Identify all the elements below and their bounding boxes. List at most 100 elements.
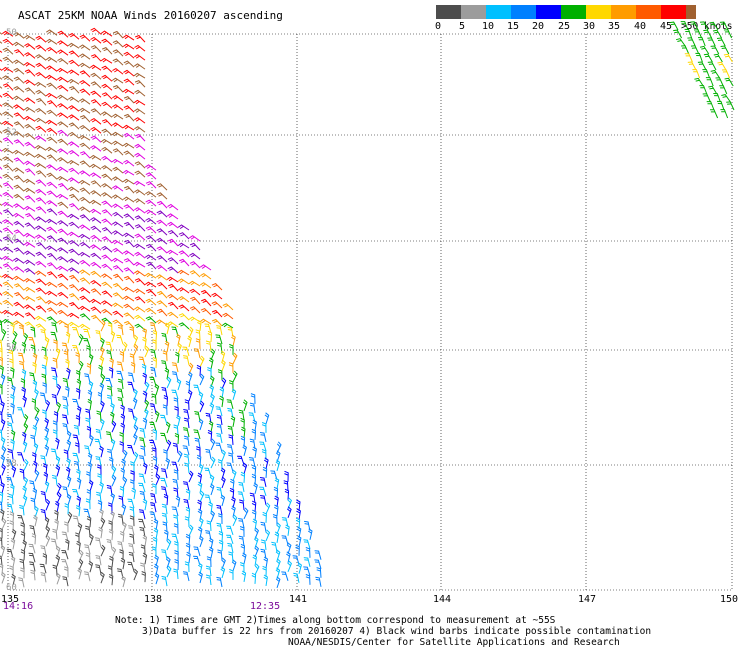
wind-barb: [296, 535, 302, 547]
wind-barb: [709, 109, 719, 119]
wind-barb: [98, 364, 103, 377]
wind-barb: [112, 185, 124, 192]
legend-swatch: [436, 5, 461, 19]
wind-barb: [66, 457, 71, 470]
wind-barb: [210, 456, 216, 469]
wind-barb: [215, 406, 223, 417]
wind-barb: [0, 394, 3, 404]
wind-barb: [0, 418, 6, 431]
wind-barb: [24, 141, 36, 149]
wind-barb: [709, 21, 719, 31]
wind-barb: [94, 438, 102, 449]
wind-barb: [61, 414, 69, 425]
wind-barb: [265, 529, 271, 542]
wind-barb: [684, 53, 693, 63]
wind-barb: [112, 319, 124, 327]
wind-barb: [78, 549, 84, 562]
wind-barb: [51, 322, 58, 333]
wind-barb: [183, 435, 190, 447]
wind-barb: [165, 322, 170, 335]
wind-barb: [23, 277, 36, 284]
wind-barb: [275, 567, 281, 580]
wind-barb: [669, 21, 679, 31]
wind-barb: [79, 98, 91, 105]
wind-barb: [45, 146, 58, 153]
wind-barb: [111, 113, 124, 120]
wind-barb: [128, 551, 135, 563]
wind-barb: [52, 429, 58, 441]
wind-barb: [86, 363, 92, 375]
wind-barb: [296, 526, 302, 538]
wind-barb: [21, 431, 27, 444]
wind-barb: [702, 69, 711, 79]
wind-barb: [88, 560, 94, 573]
wind-barb: [231, 388, 237, 401]
wind-barb: [134, 126, 146, 133]
wind-barb: [24, 195, 36, 203]
wind-barb: [45, 281, 58, 288]
wind-barb: [117, 397, 124, 408]
wind-barb: [119, 486, 125, 498]
wind-barb: [11, 573, 16, 586]
wind-barb: [57, 103, 69, 110]
wind-barb: [40, 545, 47, 556]
wind-barb: [10, 384, 16, 397]
wind-barb: [127, 561, 135, 572]
wind-barb: [41, 373, 47, 385]
wind-barb: [106, 385, 113, 397]
wind-barb: [162, 350, 168, 362]
wind-barb: [95, 537, 102, 548]
wind-barb: [90, 252, 102, 260]
wind-barb: [45, 92, 58, 99]
wind-barb: [287, 560, 292, 572]
wind-barb: [133, 288, 146, 295]
wind-barb: [726, 101, 735, 111]
wind-barb: [13, 95, 25, 102]
wind-barb: [184, 516, 190, 528]
wind-barb: [57, 256, 69, 263]
wind-barb: [1, 201, 14, 208]
wind-barb: [76, 405, 82, 418]
wind-barb: [84, 445, 91, 456]
wind-barb: [150, 502, 157, 513]
wind-barb: [106, 484, 113, 496]
wind-barb: [101, 38, 113, 46]
wind-barb: [95, 491, 102, 503]
wind-barb: [134, 215, 146, 223]
wind-barb: [65, 466, 71, 479]
wind-barb: [215, 334, 223, 345]
wind-barb: [2, 75, 14, 82]
wind-barb: [177, 342, 182, 355]
wind-barb: [152, 339, 157, 351]
wind-barb: [712, 29, 723, 39]
wind-barb: [117, 541, 124, 552]
wind-barb: [215, 442, 223, 453]
wind-barb: [262, 466, 268, 478]
wind-barb: [79, 170, 91, 177]
wind-barb: [134, 323, 146, 331]
wind-barb: [75, 505, 81, 517]
wind-barb: [55, 347, 61, 360]
wind-barb: [285, 524, 290, 536]
wind-barb: [33, 505, 39, 518]
wind-barb: [107, 322, 113, 334]
wind-barb: [699, 85, 708, 95]
wind-barb: [90, 306, 102, 314]
wind-barb: [193, 348, 201, 359]
wind-barb: [124, 275, 135, 284]
wind-barb: [228, 452, 234, 463]
wind-barb: [281, 571, 289, 581]
wind-barb: [221, 359, 226, 372]
wind-barb: [142, 552, 148, 565]
wind-barb: [229, 478, 235, 490]
legend-swatch: [611, 5, 636, 19]
wind-speed-legend: 0 5 10 15 20 25 30 35 40 45 >50 knots: [435, 5, 732, 35]
wind-barb: [46, 100, 58, 108]
wind-barb: [262, 511, 267, 523]
wind-barb: [64, 386, 70, 398]
wind-barb: [45, 290, 58, 297]
wind-barb: [10, 555, 16, 568]
wind-barb: [0, 221, 3, 224]
wind-barb: [283, 480, 289, 491]
wind-barb: [23, 205, 36, 212]
